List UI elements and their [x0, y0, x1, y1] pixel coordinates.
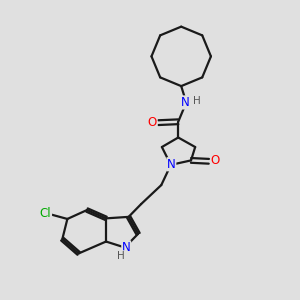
- Text: H: H: [193, 96, 200, 106]
- Text: N: N: [181, 96, 190, 109]
- Text: Cl: Cl: [40, 206, 52, 220]
- Text: N: N: [167, 158, 176, 171]
- Text: H: H: [117, 251, 125, 261]
- Text: O: O: [148, 116, 157, 129]
- Text: N: N: [122, 241, 130, 254]
- Text: O: O: [211, 154, 220, 167]
